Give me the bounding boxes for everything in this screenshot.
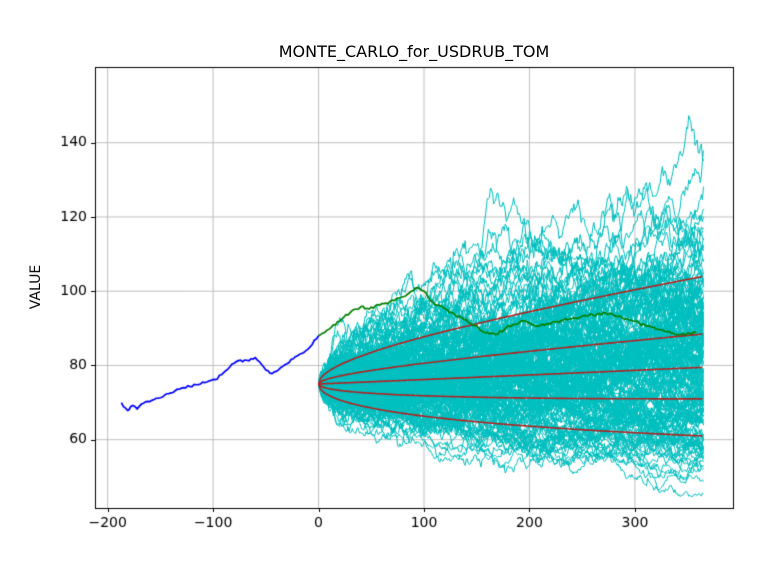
y-axis-label: VALUE bbox=[28, 264, 44, 310]
chart-title: MONTE_CARLO_for_USDRUB_TOM bbox=[278, 42, 550, 61]
